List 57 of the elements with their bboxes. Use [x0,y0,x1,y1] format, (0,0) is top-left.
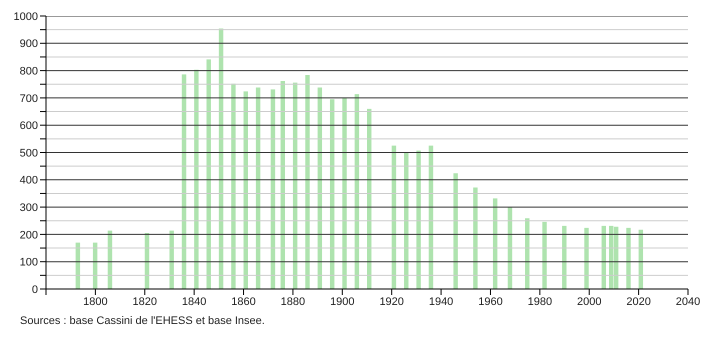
bar [342,98,347,289]
y-tick-label: 1000 [14,10,38,23]
x-tick-label: 1980 [528,296,552,308]
x-tick-label: 1820 [132,296,158,308]
x-tick-label: 1880 [280,296,306,308]
bar [367,108,372,289]
bar [473,187,478,289]
bar [416,150,421,289]
bar [92,242,98,289]
bar [525,218,530,289]
y-tick-label: 900 [20,38,38,50]
x-tick-label: 1840 [182,296,206,308]
bar [330,99,334,289]
y-tick-label: 400 [20,174,38,187]
x-tick-label: 2020 [626,296,651,308]
x-tick-label: 1860 [231,296,256,308]
y-tick-label: 200 [20,229,38,242]
bar [638,230,644,289]
bar [428,146,434,289]
bar [270,89,276,289]
x-tick-label: 2040 [676,296,700,308]
x-tick-label: 1800 [83,296,108,308]
bar [182,74,186,289]
bar [256,88,260,289]
y-tick-label: 800 [20,66,38,78]
y-tick-label: 0 [32,284,38,296]
bar [492,198,498,289]
bar [453,173,458,289]
bar [292,82,298,289]
y-tick-label: 700 [20,92,38,105]
bar [169,230,174,289]
bar [280,80,286,289]
bar [318,88,322,289]
bar [194,70,199,289]
bar [206,59,211,289]
x-tick-label: 1960 [478,296,503,308]
y-tick-label: 300 [20,202,38,214]
source-note: Sources : base Cassini de l'EHESS et base Insee. [20,315,266,327]
bar [404,152,408,289]
bar [508,207,512,289]
bar [354,94,360,289]
x-tick-label: 1940 [428,296,454,308]
y-tick-label: 600 [20,120,38,132]
bar [108,230,112,289]
y-tick-label: 100 [20,256,38,269]
bar [562,226,567,289]
x-tick-label: 2000 [576,296,602,308]
bar [231,84,236,289]
bar [76,242,80,289]
bar [392,146,396,289]
bar [218,28,224,289]
x-tick-label: 1920 [379,296,404,308]
bar [602,226,606,289]
bar [542,222,547,289]
x-tick-label: 1900 [330,296,355,308]
y-tick-label: 500 [20,147,38,160]
bar [244,91,248,289]
